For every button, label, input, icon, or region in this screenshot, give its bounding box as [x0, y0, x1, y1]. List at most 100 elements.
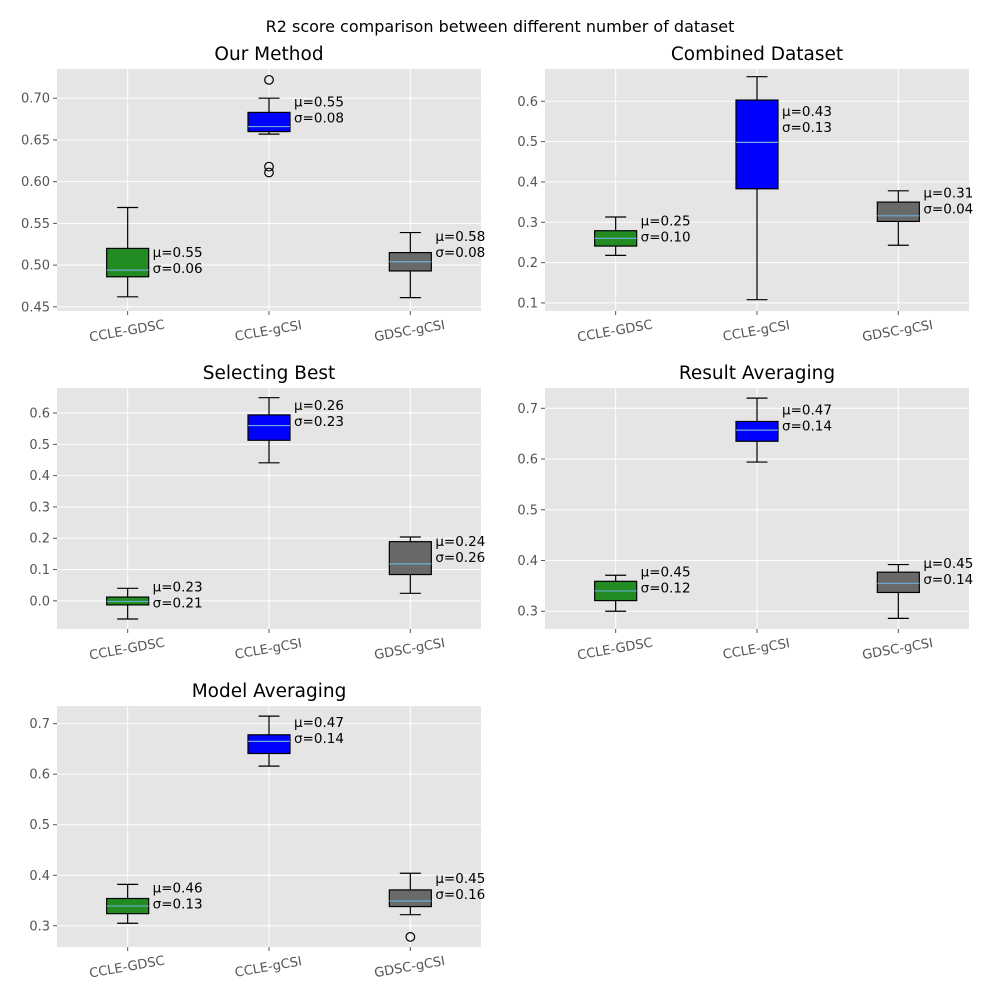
std-annotation: σ=0.08 — [435, 245, 485, 261]
std-annotation: σ=0.10 — [641, 229, 691, 245]
std-annotation: σ=0.12 — [641, 581, 691, 597]
y-tick-label: 0.55 — [21, 217, 50, 232]
outlier-point — [264, 167, 274, 178]
box-ccle-gcsi — [247, 74, 291, 178]
x-tick-label: CCLE-gCSI — [234, 636, 303, 663]
x-tick-label: GDSC-gCSI — [373, 636, 446, 663]
y-tick-label: 0.2 — [517, 256, 538, 271]
mean-annotation: μ=0.58 — [435, 229, 485, 245]
mean-annotation: μ=0.47 — [782, 402, 832, 418]
y-tick-label: 0.70 — [21, 92, 50, 107]
subplot-3: 0.0 0.1 0.2 0.3 0.4 0.5 0.6 CCLE-GDSC CCLE-gCSI G… — [29, 363, 485, 664]
y-tick-label: 0.1 — [517, 296, 538, 311]
mean-annotation: μ=0.25 — [641, 213, 691, 229]
x-tick-label: GDSC-gCSI — [861, 318, 934, 345]
outlier-point — [264, 161, 274, 172]
std-annotation: σ=0.04 — [923, 201, 973, 217]
box-ccle-gcsi — [247, 715, 291, 767]
y-tick-label: 0.5 — [517, 135, 538, 150]
x-tick-label: GDSC-gCSI — [861, 636, 934, 663]
std-annotation: σ=0.21 — [153, 595, 203, 611]
y-tick-label: 0.0 — [29, 594, 50, 609]
mean-annotation: μ=0.45 — [923, 556, 973, 572]
box-body — [876, 571, 920, 594]
mean-annotation: μ=0.31 — [923, 185, 973, 201]
box-gdsc-gcsi — [388, 536, 432, 594]
x-tick-label: CCLE-GDSC — [88, 954, 166, 982]
box-ccle-gdsc — [594, 574, 638, 612]
y-tick-label: 0.5 — [29, 818, 50, 833]
subplot-title: Our Method — [214, 44, 323, 65]
std-annotation: σ=0.13 — [782, 120, 832, 136]
y-tick-label: 0.3 — [517, 605, 538, 620]
y-tick-label: 0.65 — [21, 133, 50, 148]
y-tick-label: 0.3 — [517, 216, 538, 231]
box-body — [388, 889, 432, 908]
y-tick-label: 0.5 — [29, 438, 50, 453]
box-gdsc-gcsi — [876, 563, 920, 619]
box-body — [247, 111, 291, 133]
mean-annotation: μ=0.55 — [153, 245, 203, 261]
y-tick-label: 0.45 — [21, 300, 50, 315]
outlier-point — [264, 74, 274, 85]
y-tick-label: 0.6 — [517, 95, 538, 110]
y-tick-label: 0.50 — [21, 259, 50, 274]
std-annotation: σ=0.14 — [923, 572, 973, 588]
box-ccle-gcsi — [247, 397, 291, 464]
y-tick-label: 0.5 — [517, 503, 538, 518]
box-body — [388, 541, 432, 576]
std-annotation: σ=0.13 — [153, 896, 203, 912]
std-annotation: σ=0.16 — [435, 887, 485, 903]
y-tick-label: 0.4 — [29, 869, 50, 884]
std-annotation: σ=0.14 — [782, 418, 832, 434]
box-ccle-gdsc — [106, 206, 150, 298]
x-tick-label: GDSC-gCSI — [373, 954, 446, 981]
y-tick-label: 0.3 — [29, 500, 50, 515]
outlier-point — [405, 931, 416, 942]
figure-suptitle: R2 score comparison between different nu… — [266, 17, 735, 36]
x-tick-label: CCLE-GDSC — [576, 636, 654, 664]
subplot-5: 0.3 0.4 0.5 0.6 0.7 CCLE-GDSC CCLE-gCSI GDSC-gC… — [29, 681, 485, 982]
box-gdsc-gcsi — [388, 872, 432, 942]
y-tick-label: 0.7 — [517, 402, 538, 417]
mean-annotation: μ=0.26 — [294, 398, 344, 414]
y-tick-label: 0.2 — [29, 532, 50, 547]
subplot-title: Combined Dataset — [671, 44, 843, 65]
subplot-1: 0.45 0.50 0.55 0.60 0.65 0.70 CCLE-GDSC CCLE-gC… — [21, 44, 485, 346]
std-annotation: σ=0.06 — [153, 261, 203, 277]
y-tick-label: 0.6 — [29, 768, 50, 783]
y-tick-label: 0.4 — [517, 175, 538, 190]
mean-annotation: μ=0.43 — [782, 104, 832, 120]
box-ccle-gdsc — [594, 216, 638, 256]
mean-annotation: μ=0.46 — [153, 880, 203, 896]
box-body — [106, 247, 150, 278]
box-gdsc-gcsi — [388, 231, 432, 299]
box-body — [876, 201, 920, 223]
mean-annotation: μ=0.45 — [641, 565, 691, 581]
y-tick-label: 0.3 — [29, 919, 50, 934]
x-tick-label: CCLE-GDSC — [576, 318, 654, 346]
mean-annotation: μ=0.23 — [153, 579, 203, 595]
subplot-title: Selecting Best — [203, 363, 336, 384]
x-tick-label: CCLE-gCSI — [234, 318, 303, 345]
mean-annotation: μ=0.47 — [294, 715, 344, 731]
subplot-title: Model Averaging — [192, 681, 347, 702]
box-ccle-gcsi — [735, 397, 779, 463]
y-tick-label: 0.4 — [517, 554, 538, 569]
y-tick-label: 0.4 — [29, 469, 50, 484]
y-tick-label: 0.6 — [517, 453, 538, 468]
box-body — [735, 99, 779, 190]
subplot-title: Result Averaging — [679, 363, 835, 384]
std-annotation: σ=0.08 — [294, 111, 344, 127]
x-tick-label: GDSC-gCSI — [373, 318, 446, 345]
mean-annotation: μ=0.55 — [294, 95, 344, 111]
box-ccle-gcsi — [735, 76, 779, 301]
std-annotation: σ=0.26 — [435, 550, 485, 566]
mean-annotation: μ=0.45 — [435, 871, 485, 887]
x-tick-label: CCLE-gCSI — [234, 954, 303, 981]
y-tick-label: 0.1 — [29, 563, 50, 578]
box-body — [247, 414, 291, 441]
box-ccle-gdsc — [106, 587, 150, 620]
box-gdsc-gcsi — [876, 190, 920, 246]
